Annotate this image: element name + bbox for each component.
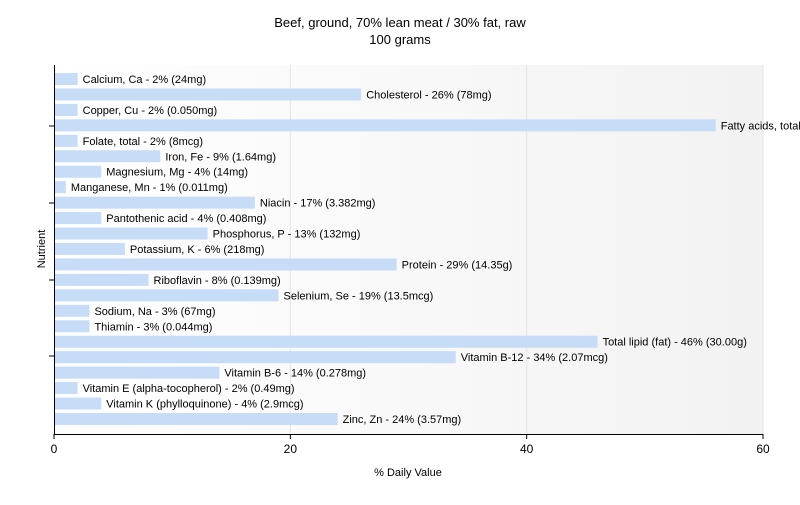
- bar: [54, 382, 78, 395]
- bar: [54, 289, 279, 302]
- bars: Calcium, Ca - 2% (24mg) Cholesterol - 26%…: [54, 73, 800, 426]
- axes: 0 20 40 60: [49, 65, 770, 456]
- bar-label: Cholesterol - 26% (78mg): [366, 89, 491, 101]
- bar: [54, 196, 255, 209]
- bar-label: Iron, Fe - 9% (1.64mg): [165, 151, 276, 163]
- bar-label: Vitamin E (alpha-tocopherol) - 2% (0.49m…: [83, 383, 295, 395]
- bar: [54, 273, 149, 286]
- bar-label: Niacin - 17% (3.382mg): [260, 198, 376, 210]
- bar-label: Protein - 29% (14.35g): [402, 259, 513, 271]
- bar-label: Manganese, Mn - 1% (0.011mg): [71, 182, 228, 194]
- bar: [54, 212, 102, 225]
- chart-subtitle: 100 grams: [369, 32, 431, 47]
- bar: [54, 258, 397, 271]
- bar-label: Vitamin B-12 - 34% (2.07mcg): [461, 352, 608, 364]
- bar: [54, 227, 208, 240]
- bar-label: Pantothenic acid - 4% (0.408mg): [106, 213, 266, 225]
- bar-label: Vitamin K (phylloquinone) - 4% (2.9mcg): [106, 399, 303, 411]
- bar-label: Calcium, Ca - 2% (24mg): [83, 74, 206, 86]
- bar: [54, 119, 716, 132]
- bar: [54, 181, 66, 194]
- bar: [54, 335, 598, 348]
- y-axis-label: Nutrient: [36, 230, 48, 269]
- chart-title: Beef, ground, 70% lean meat / 30% fat, r…: [274, 15, 526, 30]
- x-tick-label: 40: [520, 442, 534, 456]
- bar: [54, 165, 102, 178]
- bar-label: Fatty acids, total saturated - 56% (11.2…: [721, 120, 800, 132]
- bar-label: Copper, Cu - 2% (0.050mg): [83, 105, 218, 117]
- x-tick-label: 20: [284, 442, 298, 456]
- x-tick-label: 60: [756, 442, 770, 456]
- x-axis-label: % Daily Value: [374, 467, 442, 479]
- bar: [54, 150, 161, 163]
- bar: [54, 243, 125, 255]
- bar-label: Selenium, Se - 19% (13.5mcg): [284, 290, 434, 302]
- x-tick-label: 0: [51, 442, 58, 456]
- bar: [54, 73, 78, 85]
- bar-label: Phosphorus, P - 13% (132mg): [213, 229, 361, 241]
- bar: [54, 134, 78, 147]
- bar-label: Potassium, K - 6% (218mg): [130, 244, 265, 256]
- bar: [54, 304, 90, 317]
- bar: [54, 103, 78, 116]
- bar-label: Vitamin B-6 - 14% (0.278mg): [224, 368, 366, 380]
- bar-label: Sodium, Na - 3% (67mg): [94, 306, 215, 318]
- bar-label: Thiamin - 3% (0.044mg): [94, 321, 212, 333]
- bar-label: Zinc, Zn - 24% (3.57mg): [343, 414, 462, 426]
- bar: [54, 413, 338, 425]
- bar-label: Folate, total - 2% (8mcg): [83, 136, 203, 148]
- bar: [54, 88, 362, 101]
- bar: [54, 351, 456, 364]
- bar: [54, 366, 220, 379]
- bar-label: Magnesium, Mg - 4% (14mg): [106, 167, 248, 179]
- bar-label: Riboflavin - 8% (0.139mg): [154, 275, 281, 287]
- bar: [54, 397, 102, 410]
- bar-label: Total lipid (fat) - 46% (30.00g): [603, 337, 747, 349]
- bar: [54, 320, 90, 333]
